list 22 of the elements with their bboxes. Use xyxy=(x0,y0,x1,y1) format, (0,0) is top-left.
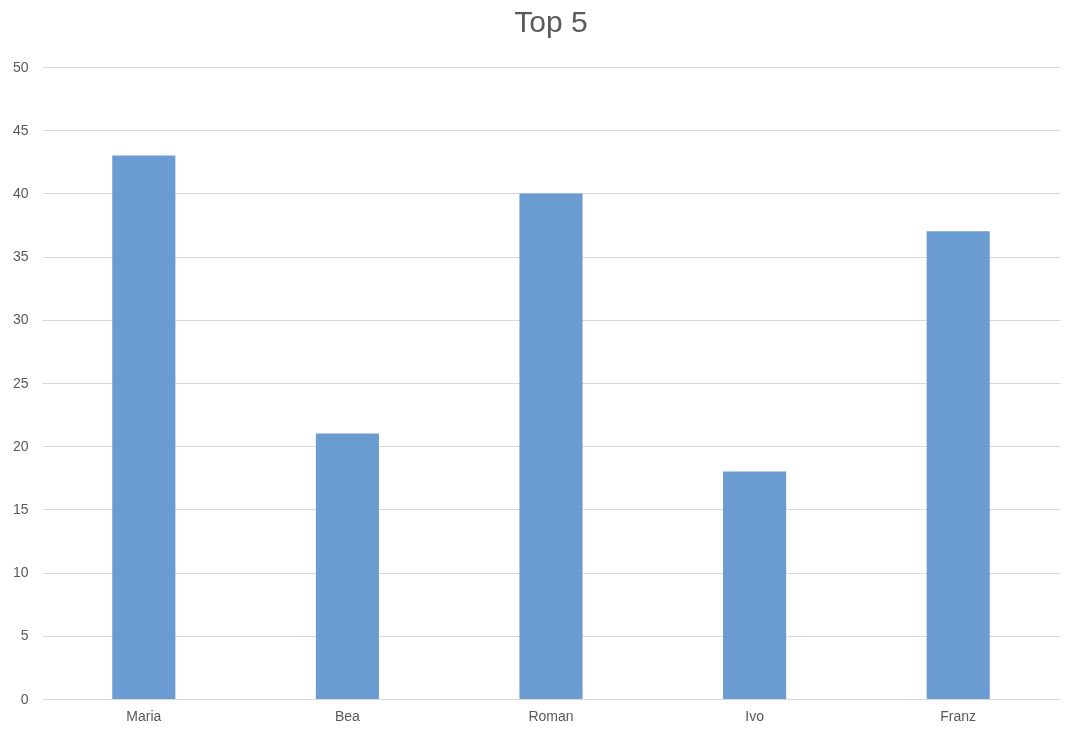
x-tick-label: Franz xyxy=(940,707,977,724)
y-tick-label: 30 xyxy=(12,311,29,328)
bar xyxy=(926,231,990,699)
y-tick-label: 0 xyxy=(20,690,29,707)
y-tick-label: 35 xyxy=(12,248,29,265)
bar xyxy=(112,155,176,699)
y-tick-label: 45 xyxy=(12,121,29,138)
x-tick-label: Maria xyxy=(126,707,162,724)
x-tick-label: Bea xyxy=(334,707,361,724)
y-tick-label: 10 xyxy=(12,564,29,581)
y-tick-label: 5 xyxy=(20,627,29,644)
bar xyxy=(519,193,583,699)
y-tick-label: 40 xyxy=(12,184,29,201)
bar xyxy=(315,433,379,699)
y-tick-label: 25 xyxy=(12,374,29,391)
y-tick-label: 20 xyxy=(12,437,29,454)
y-tick-label: 15 xyxy=(12,500,29,517)
x-tick-label: Ivo xyxy=(745,707,765,724)
x-tick-label: Roman xyxy=(528,707,574,724)
y-tick-label: 50 xyxy=(12,58,29,75)
chart-title: Top 5 xyxy=(514,5,588,38)
bar xyxy=(723,471,787,699)
